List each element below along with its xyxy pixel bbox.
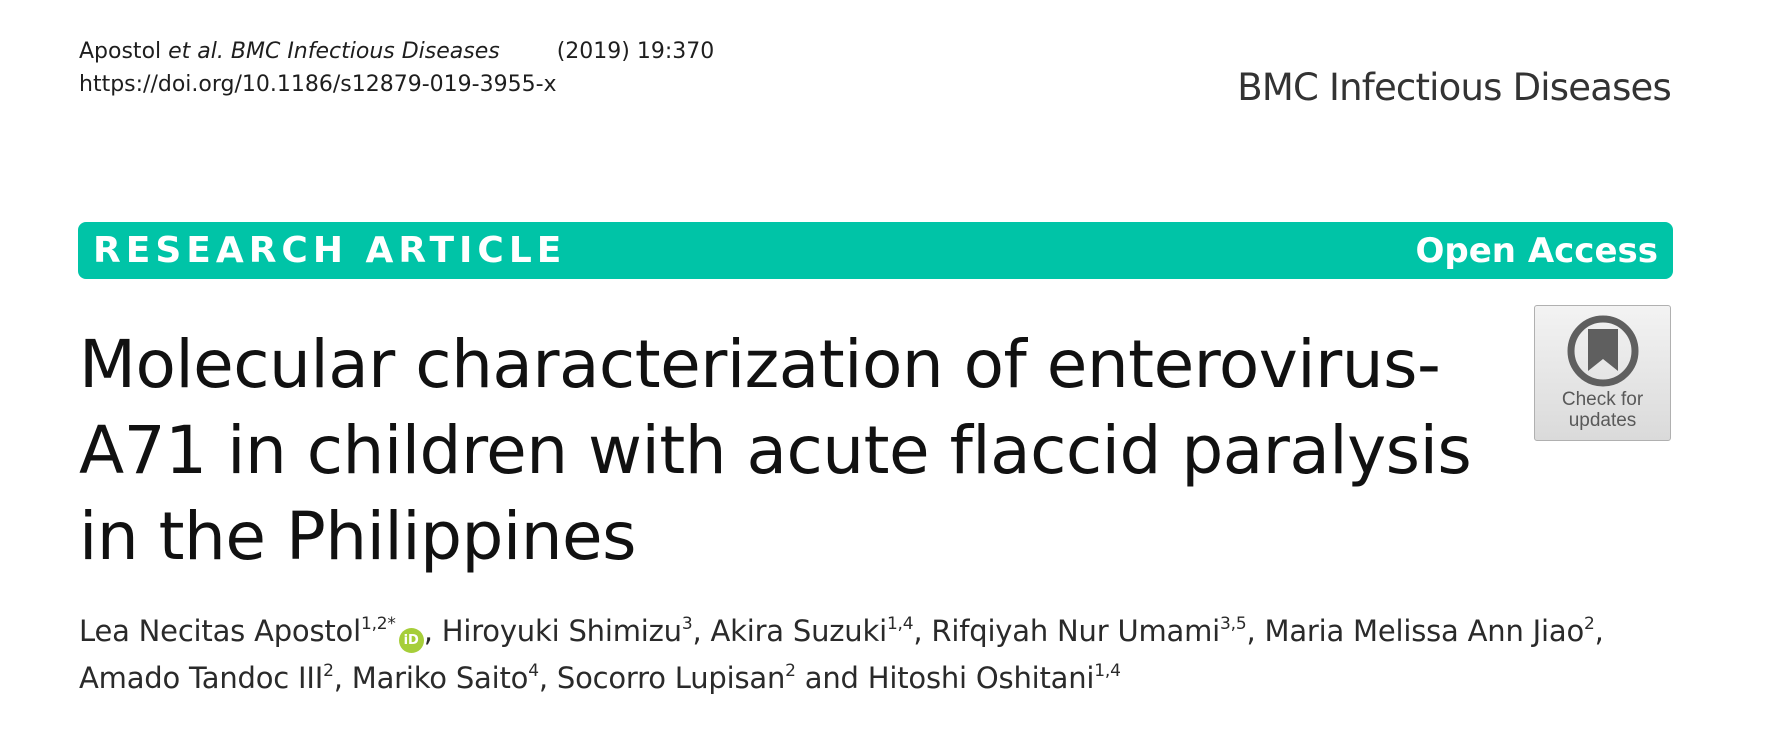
citation-author: Apostol [79, 39, 162, 64]
author-affiliation: 1,4 [1094, 661, 1121, 681]
article-title: Molecular characterization of enteroviru… [79, 326, 1472, 575]
author-conjunction: and [804, 661, 859, 695]
author: Hiroyuki Shimizu3 [442, 614, 693, 648]
author-affiliation: 1,4 [886, 614, 914, 634]
author: Socorro Lupisan2 [557, 661, 796, 695]
orcid-icon[interactable]: iD [398, 628, 424, 653]
citation-issue: (2019) 19:370 [556, 39, 715, 64]
author: Hitoshi Oshitani1,4 [868, 661, 1121, 695]
author-affiliation: 2 [1584, 614, 1595, 634]
citation-block: Apostol et al. BMC Infectious Diseases (… [79, 35, 714, 101]
check-for-updates-button[interactable]: Check for updates [1534, 305, 1671, 441]
article-type-label: RESEARCH ARTICLE [93, 230, 567, 271]
author-name: Amado Tandoc III [79, 661, 324, 695]
badge-line-1: Check for [1561, 389, 1644, 410]
author-affiliation: 3,5 [1220, 614, 1247, 634]
author: Rifqiyah Nur Umami3,5 [931, 614, 1246, 648]
author-name: Maria Melissa Ann Jiao [1264, 614, 1585, 648]
author-list: Lea Necitas Apostol1,2*iD, Hiroyuki Shim… [79, 614, 1604, 695]
author: Akira Suzuki1,4 [710, 614, 913, 648]
author: Amado Tandoc III2 [79, 661, 334, 695]
author-name: Mariko Saito [351, 661, 529, 695]
author-name: Lea Necitas Apostol [79, 614, 361, 648]
article-type-banner: RESEARCH ARTICLE Open Access [78, 222, 1673, 279]
author-name: Hitoshi Oshitani [867, 661, 1095, 695]
citation-journal: BMC Infectious Diseases [230, 39, 500, 64]
author: Lea Necitas Apostol1,2*iD [79, 614, 424, 653]
journal-logo: BMC Infectious Diseases [1237, 66, 1672, 109]
badge-line-2: updates [1568, 410, 1637, 431]
author-affiliation: 4 [528, 661, 539, 681]
citation-line: Apostol et al. BMC Infectious Diseases (… [79, 35, 714, 68]
bookmark-circle-icon [1567, 315, 1638, 387]
author-name: Hiroyuki Shimizu [441, 614, 682, 648]
author-affiliation: 2 [323, 661, 334, 681]
author-name: Akira Suzuki [710, 614, 887, 648]
author-affiliation: 1,2* [360, 614, 396, 634]
citation-etal: et al. [168, 39, 224, 64]
author-affiliation: 2 [785, 661, 796, 681]
author-name: Socorro Lupisan [556, 661, 786, 695]
author: Mariko Saito4 [352, 661, 539, 695]
author-name: Rifqiyah Nur Umami [931, 614, 1221, 648]
open-access-label: Open Access [1415, 230, 1659, 271]
author: Maria Melissa Ann Jiao2 [1265, 614, 1595, 648]
author-affiliation: 3 [681, 614, 693, 634]
doi-link[interactable]: https://doi.org/10.1186/s12879-019-3955-… [79, 72, 557, 97]
